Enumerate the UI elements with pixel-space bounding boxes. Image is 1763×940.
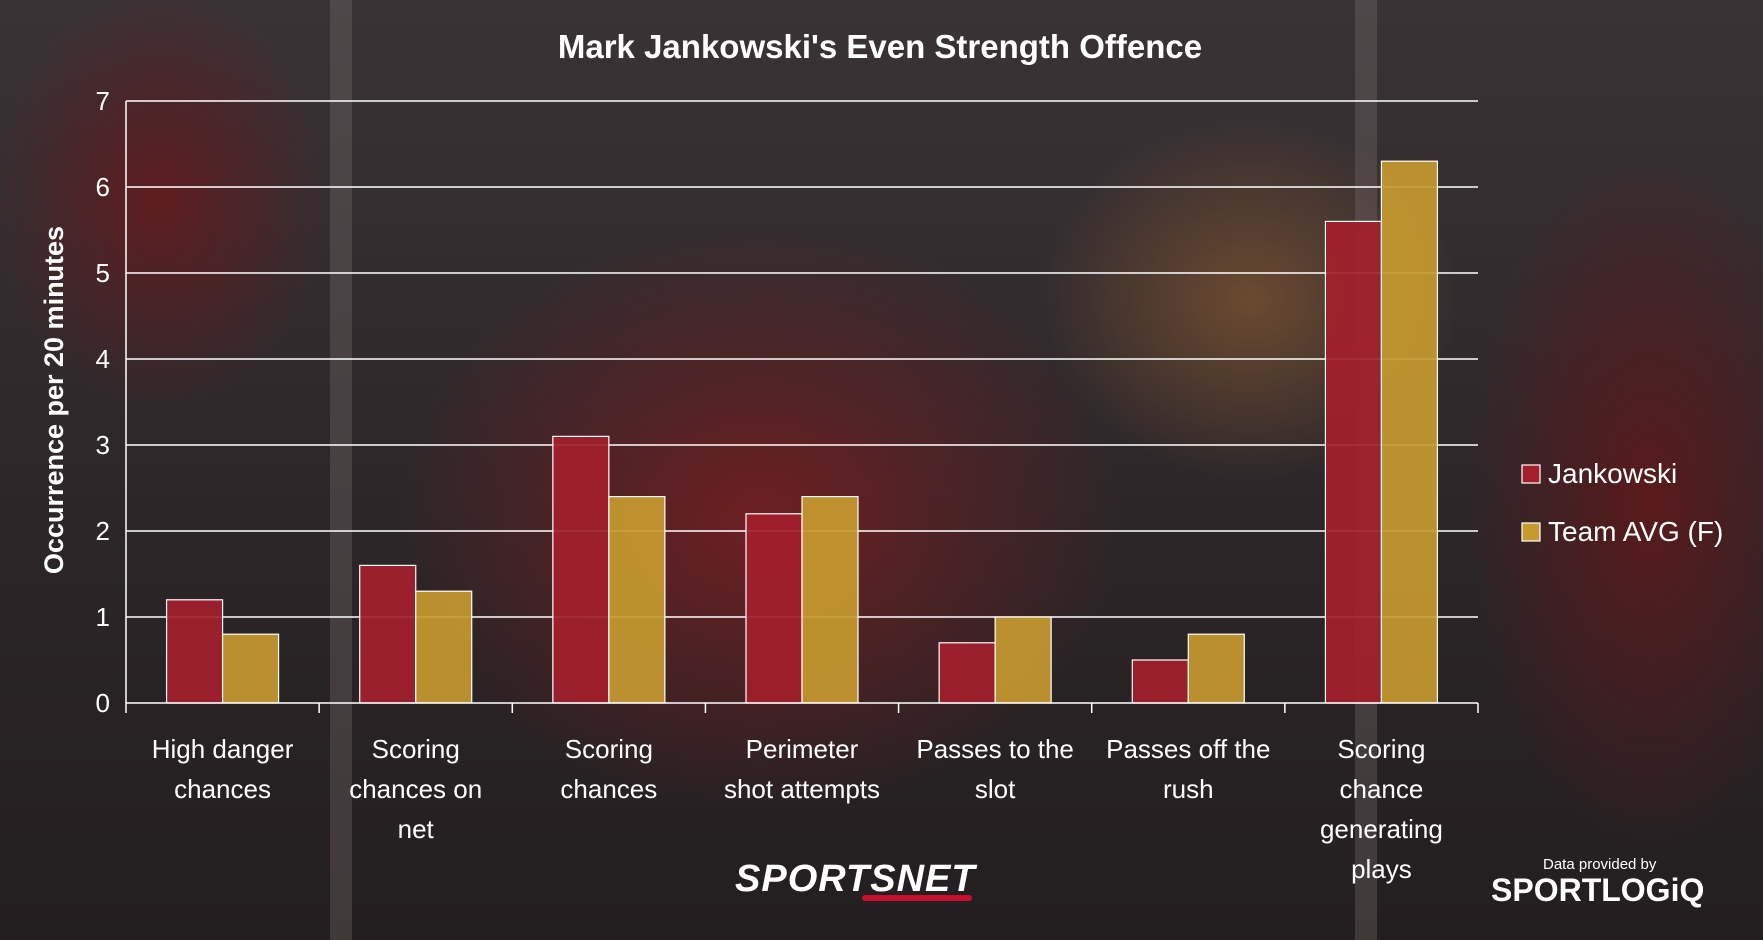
category-label-line: chances on bbox=[349, 774, 482, 804]
y-tick-3: 3 bbox=[96, 430, 110, 460]
legend: Jankowski Team AVG (F) bbox=[1521, 458, 1723, 547]
bar-team-avg-5 bbox=[1187, 633, 1245, 704]
y-tick-7: 7 bbox=[96, 86, 110, 116]
y-tick-labels: 0 1 2 3 4 5 6 7 bbox=[96, 86, 110, 718]
legend-label-0: Jankowski bbox=[1548, 458, 1677, 489]
bar-team-avg-2 bbox=[608, 496, 666, 704]
x-axis bbox=[125, 101, 1479, 713]
bars bbox=[165, 160, 1439, 704]
category-label-0: High danger chances bbox=[152, 734, 294, 804]
category-label-6: Scoring chance generating plays bbox=[1320, 734, 1443, 884]
category-label-5: Passes off the rush bbox=[1106, 734, 1270, 804]
bar-team-avg-1 bbox=[415, 590, 473, 704]
bar-team-avg-0 bbox=[221, 633, 280, 704]
category-label-4: Passes to the slot bbox=[916, 734, 1074, 804]
category-label-line: plays bbox=[1351, 854, 1412, 884]
category-label-line: chances bbox=[560, 774, 657, 804]
category-label-3: Perimeter shot attempts bbox=[724, 734, 880, 804]
y-axis-label: Occurrence per 20 minutes bbox=[39, 226, 69, 574]
category-label-line: Scoring bbox=[1337, 734, 1425, 764]
legend-label-1: Team AVG (F) bbox=[1548, 516, 1723, 547]
category-label-line: chances bbox=[174, 774, 271, 804]
category-label-line: net bbox=[398, 814, 435, 844]
sportsnet-swoosh bbox=[862, 895, 972, 901]
gridlines bbox=[126, 100, 1478, 618]
y-tick-6: 6 bbox=[96, 172, 110, 202]
y-tick-2: 2 bbox=[96, 516, 110, 546]
bar-jankowski-0 bbox=[165, 599, 224, 704]
bar-team-avg-3 bbox=[801, 496, 859, 704]
category-label-line: Perimeter bbox=[746, 734, 859, 764]
background-post-left bbox=[330, 0, 352, 940]
bar-jankowski-1 bbox=[359, 564, 417, 704]
bar-jankowski-3 bbox=[745, 513, 803, 704]
chart-title: Mark Jankowski's Even Strength Offence bbox=[558, 28, 1202, 65]
category-label-line: shot attempts bbox=[724, 774, 880, 804]
bar-jankowski-6 bbox=[1324, 220, 1383, 704]
bar-team-avg-4 bbox=[994, 616, 1052, 704]
legend-swatch-0 bbox=[1521, 464, 1541, 484]
y-tick-0: 0 bbox=[96, 688, 110, 718]
bar-jankowski-5 bbox=[1131, 659, 1189, 704]
y-tick-1: 1 bbox=[96, 602, 110, 632]
category-label-line: generating bbox=[1320, 814, 1443, 844]
category-label-line: Scoring bbox=[565, 734, 653, 764]
bar-jankowski-4 bbox=[938, 642, 996, 704]
category-label-line: High danger bbox=[152, 734, 294, 764]
sportsnet-logo: SPORTSNET bbox=[735, 858, 976, 900]
y-tick-4: 4 bbox=[96, 344, 110, 374]
bar-team-avg-6 bbox=[1380, 160, 1439, 704]
category-label-2: Scoring chances bbox=[560, 734, 657, 804]
category-label-line: rush bbox=[1163, 774, 1214, 804]
category-label-1: Scoring chances on net bbox=[349, 734, 482, 844]
sportlogiq-logo: SPORTLOGiQ bbox=[1491, 872, 1705, 908]
y-tick-5: 5 bbox=[96, 258, 110, 288]
category-label-line: chance bbox=[1340, 774, 1424, 804]
category-label-line: Scoring bbox=[372, 734, 460, 764]
category-label-line: Passes off the bbox=[1106, 734, 1270, 764]
data-provided-by: Data provided by bbox=[1543, 856, 1657, 873]
bar-jankowski-2 bbox=[552, 435, 610, 704]
legend-swatch-1 bbox=[1521, 522, 1541, 542]
category-label-line: Passes to the bbox=[916, 734, 1074, 764]
category-label-line: slot bbox=[975, 774, 1016, 804]
